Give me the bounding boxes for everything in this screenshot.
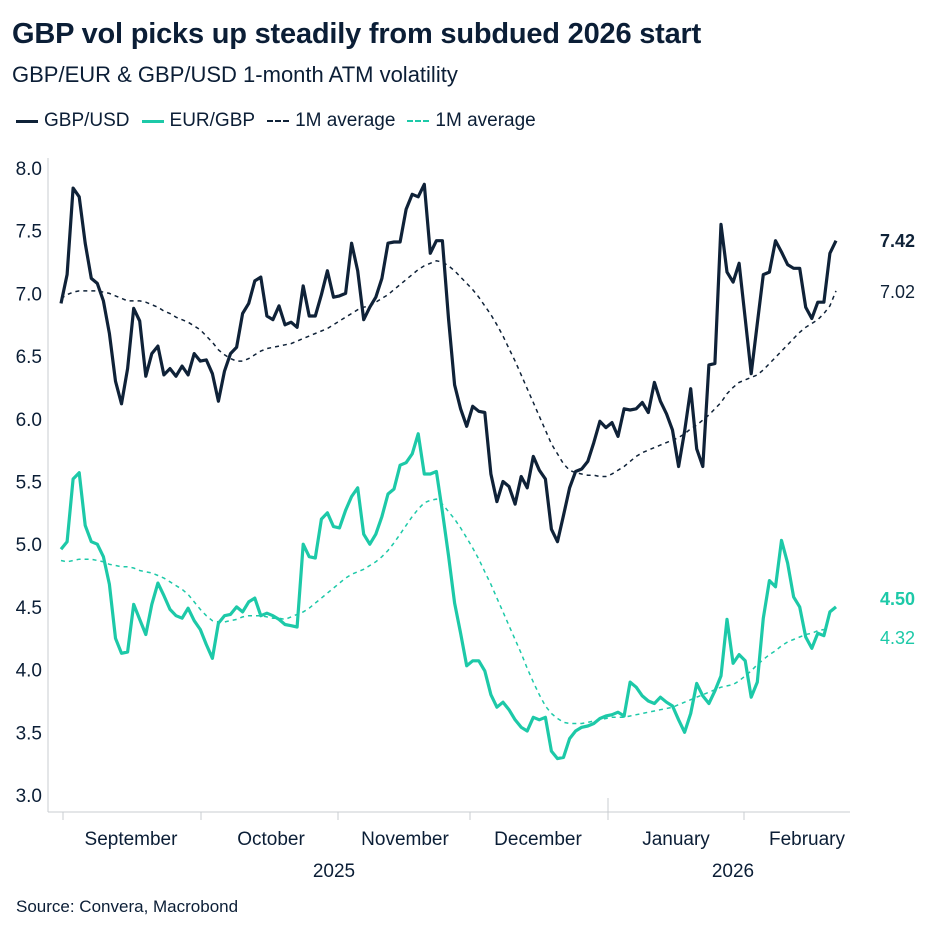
legend-item-eurgbp: EUR/GBP bbox=[141, 110, 256, 132]
legend-item-gbpusd: GBP/USD bbox=[16, 110, 130, 132]
legend-item-gbpusd-avg: 1M average bbox=[267, 110, 395, 132]
gbpusd-line bbox=[59, 182, 838, 544]
x-month-label: February bbox=[769, 829, 846, 850]
legend-label-gbpusd-avg: 1M average bbox=[295, 110, 396, 131]
legend-item-eurgbp-avg: 1M average bbox=[407, 110, 536, 132]
x-year-label: 2025 bbox=[313, 861, 355, 882]
gbpusd-avg-end-label: 7.02 bbox=[880, 282, 915, 302]
y-tick-label: 6.5 bbox=[16, 347, 42, 368]
eurgbp-1m-average-line bbox=[60, 498, 825, 725]
eurgbp-avg-end-label: 4.32 bbox=[880, 628, 915, 648]
legend-label-eurgbp: EUR/GBP bbox=[169, 110, 256, 131]
x-year-label: 2026 bbox=[712, 861, 754, 882]
legend-swatch-eurgbp bbox=[141, 119, 164, 123]
x-month-label: November bbox=[361, 829, 449, 850]
y-tick-label: 6.0 bbox=[16, 410, 42, 431]
legend-swatch-gbpusd bbox=[16, 119, 38, 123]
source-note: Source: Convera, Macrobond bbox=[16, 897, 239, 916]
y-tick-label: 3.0 bbox=[16, 786, 42, 807]
y-tick-label: 7.5 bbox=[16, 222, 42, 243]
eurgbp-line bbox=[59, 432, 838, 761]
legend-label-eurgbp-avg: 1M average bbox=[435, 110, 536, 131]
y-tick-label: 8.0 bbox=[16, 159, 42, 180]
y-tick-label: 7.0 bbox=[16, 284, 42, 305]
gbpusd-1m-average-line bbox=[60, 260, 837, 478]
x-month-label: December bbox=[494, 829, 582, 850]
legend: GBP/USD EUR/GBP 1M average 1M average bbox=[16, 110, 548, 132]
legend-swatch-gbpusd-avg bbox=[267, 120, 290, 122]
x-month-label: October bbox=[237, 829, 305, 850]
legend-swatch-eurgbp-avg bbox=[407, 120, 430, 122]
y-tick-label: 5.5 bbox=[16, 473, 42, 494]
y-tick-label: 3.5 bbox=[16, 723, 42, 744]
x-month-label: September bbox=[85, 829, 179, 850]
eurgbp-end-label: 4.50 bbox=[880, 589, 915, 609]
chart-subtitle: GBP/EUR & GBP/USD 1-month ATM volatility bbox=[12, 62, 458, 87]
y-tick-label: 4.5 bbox=[16, 598, 42, 619]
chart-title: GBP vol picks up steadily from subdued 2… bbox=[12, 18, 702, 50]
x-month-label: January bbox=[642, 829, 710, 850]
y-tick-label: 4.0 bbox=[16, 661, 42, 682]
legend-label-gbpusd: GBP/USD bbox=[44, 110, 130, 131]
y-tick-label: 5.0 bbox=[16, 535, 42, 556]
gbpusd-end-label: 7.42 bbox=[880, 231, 915, 251]
